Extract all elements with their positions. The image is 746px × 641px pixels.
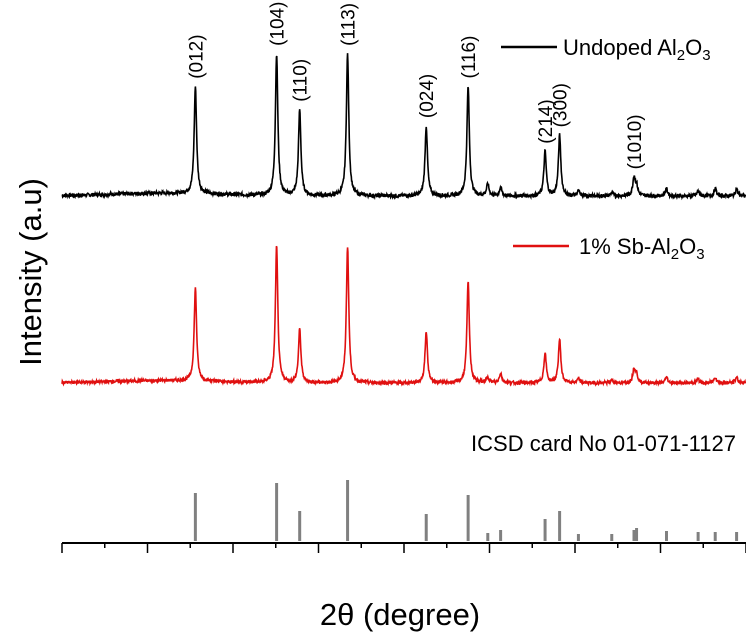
peak-labels: (012) (104)(110) (113) (024) (116) (214)(300)…: [186, 2, 646, 170]
legend-doped-text: 1% Sb-Al: [579, 234, 671, 259]
legend-undoped-sub2: 3: [702, 47, 710, 64]
legend-undoped-text: Undoped Al: [563, 35, 677, 60]
series-doped-line: [61, 245, 746, 388]
peak-label: (113): [339, 3, 360, 46]
x-axis-ticks: [61, 543, 746, 553]
legend-label-doped: 1% Sb-Al2O3: [579, 234, 705, 263]
peak-label: (110): [291, 59, 312, 102]
legend-doped-mid: O: [679, 234, 696, 259]
peak-label: (024): [417, 74, 438, 118]
legend-doped-sub2: 3: [696, 246, 704, 263]
peak-label: (104): [268, 2, 289, 46]
reference-label: ICSD card No 01-071-1127: [471, 431, 736, 456]
series-undoped-line: [61, 53, 746, 201]
legend-label-undoped: Undoped Al2O3: [563, 35, 711, 64]
legend-doped-sub1: 2: [671, 246, 679, 263]
peak-label: (012): [186, 34, 207, 78]
peak-label: (214): [536, 99, 557, 143]
legend-undoped-sub1: 2: [677, 47, 685, 64]
y-axis-label: Intensity (a.u): [13, 178, 48, 366]
legend-undoped-mid: O: [685, 35, 702, 60]
peak-label: (1010): [625, 114, 646, 169]
legend-doped: 1% Sb-Al2O3: [513, 234, 705, 263]
series-layer: [61, 53, 746, 388]
peak-label: (116): [459, 36, 480, 79]
reference-pattern: [193, 480, 739, 541]
x-axis-label: 2θ (degree): [320, 597, 480, 632]
peak-label: (300): [551, 83, 572, 127]
legend-undoped: Undoped Al2O3: [501, 35, 711, 64]
